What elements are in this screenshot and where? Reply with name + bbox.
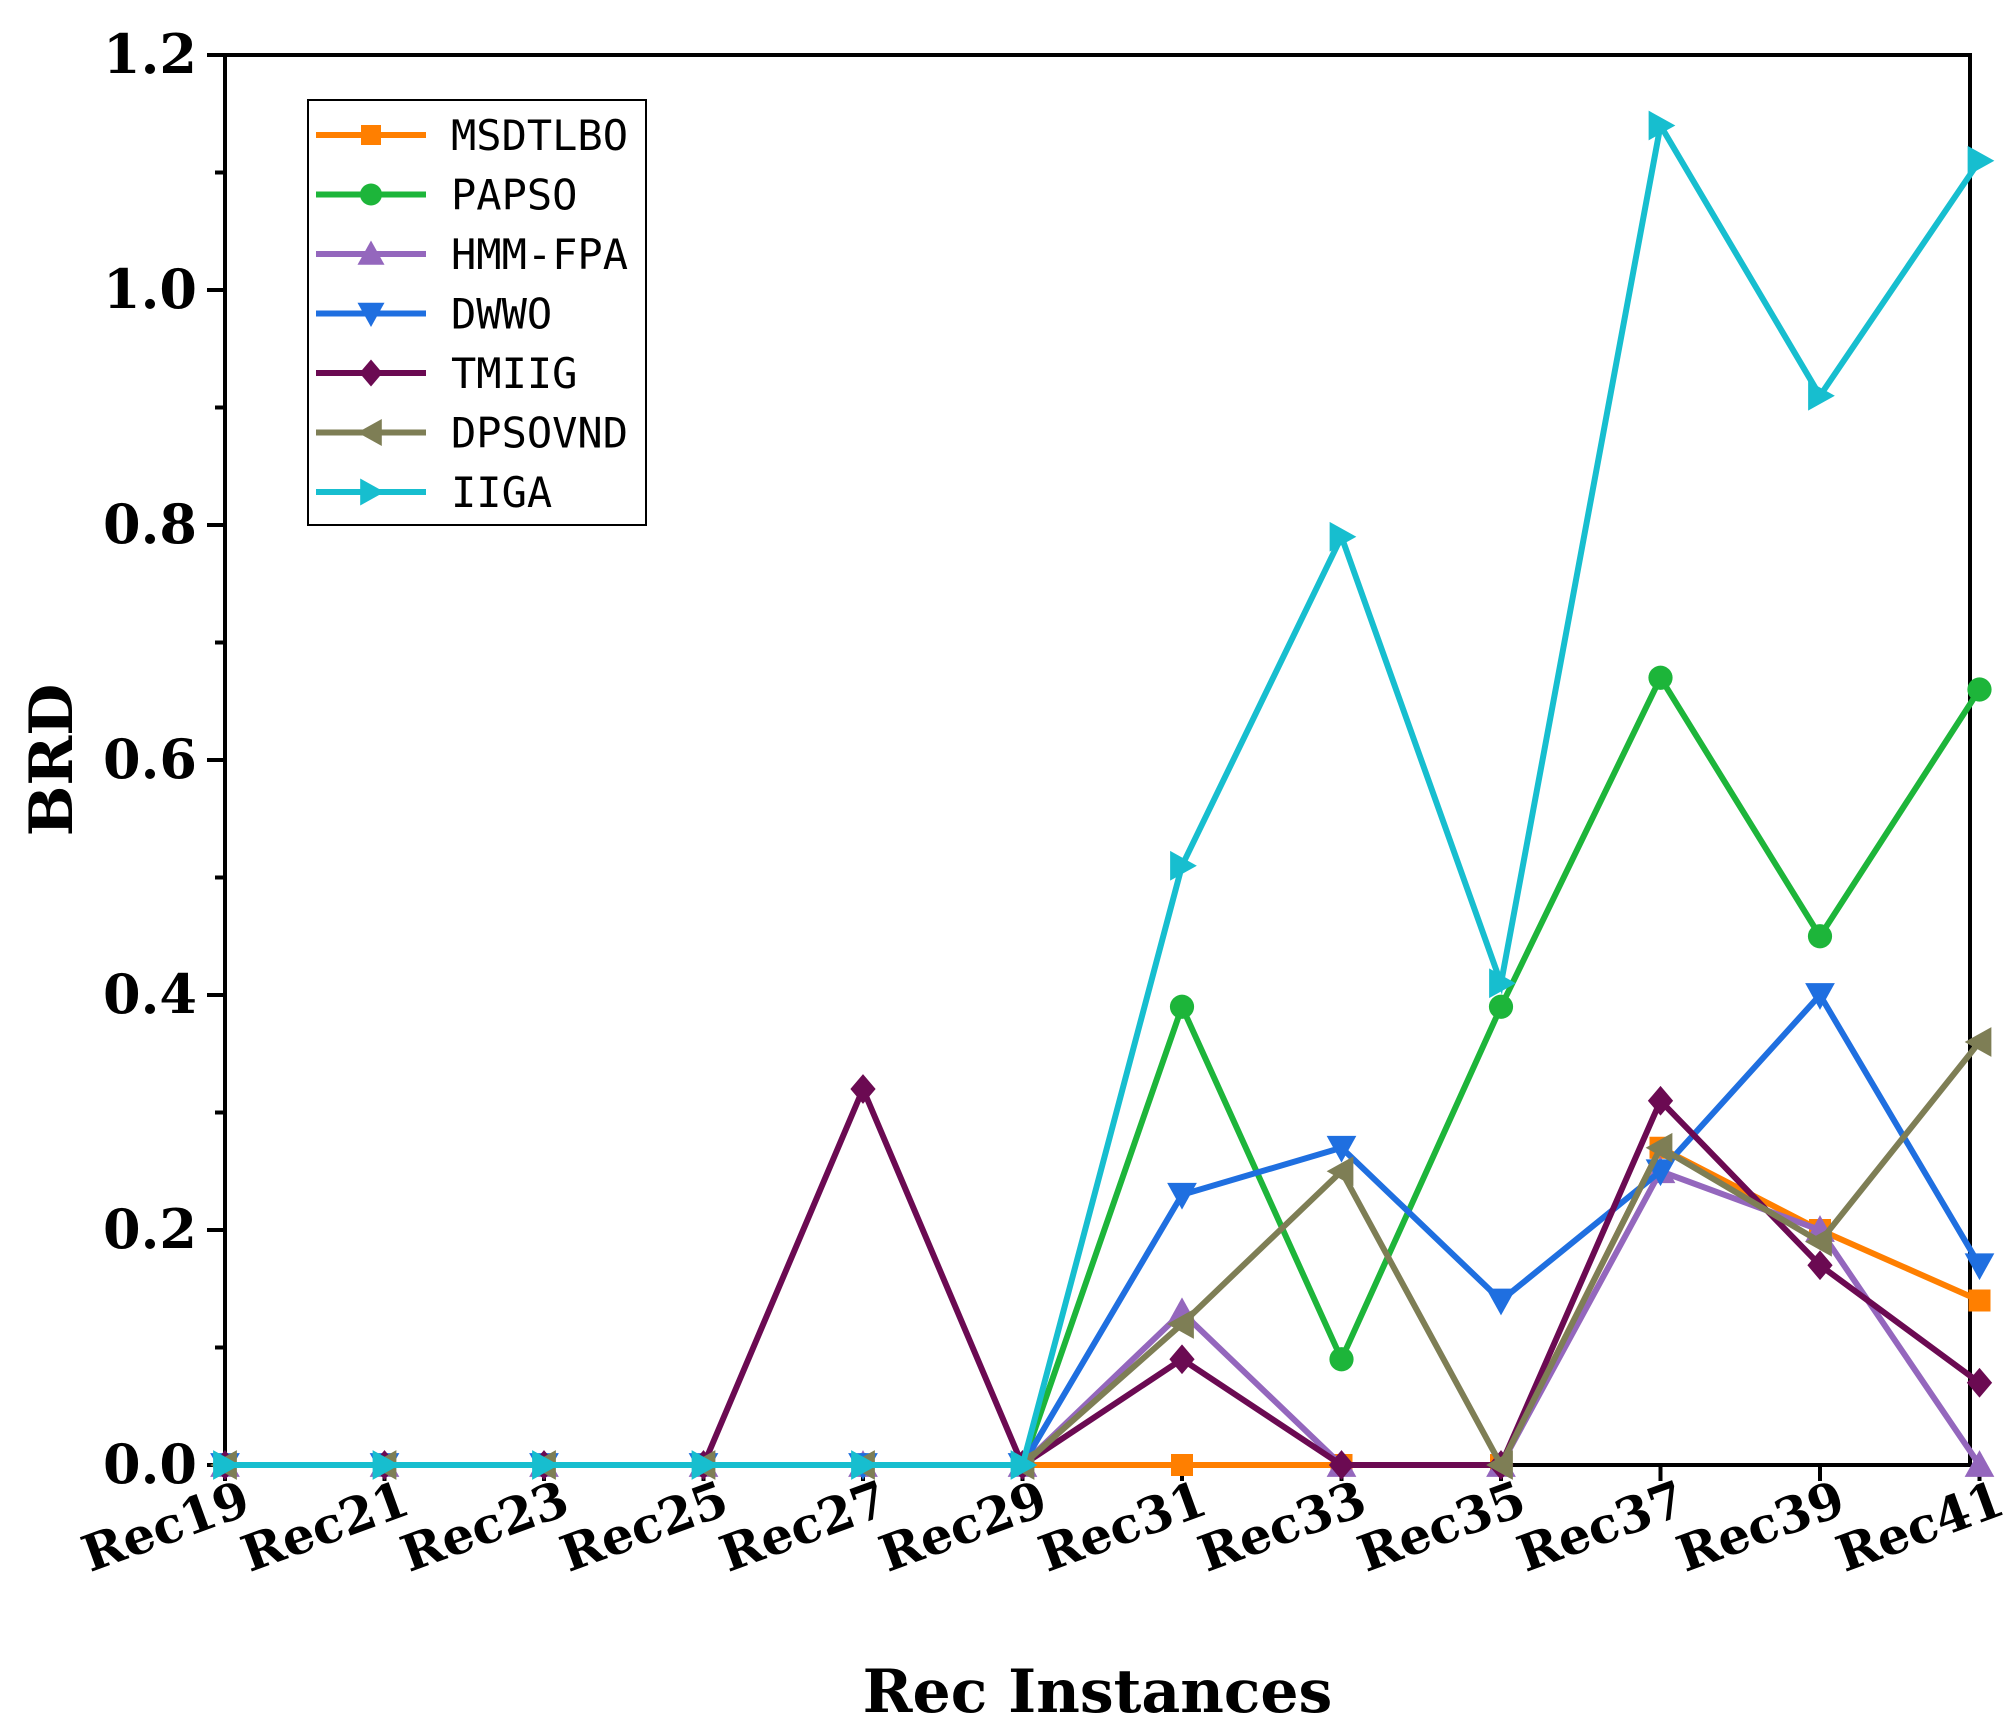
data-point-iiga [532,1450,559,1480]
data-point-dpsovnd [1486,1450,1513,1480]
legend-marker-tmiig [359,359,383,387]
data-point-dpsovnd [1645,1132,1673,1163]
y-tick-label: 0.6 [103,727,197,791]
data-point-dpsovnd [1805,1226,1832,1257]
legend-label-dpsovnd: DPSOVND [451,409,628,458]
data-point-papso [1648,665,1673,690]
data-point-dwwo [1326,1135,1357,1163]
data-point-dwwo [1486,1288,1516,1316]
series-hmm-fpa [210,1156,1995,1477]
data-point-dwwo [1805,983,1835,1010]
data-point-dpsovnd [1326,1156,1354,1187]
series-layer [210,110,1995,1480]
data-point-papso [1169,994,1195,1019]
y-axis-title: BRD [17,684,87,837]
y-tick-label: 1.0 [103,257,197,321]
legend-item-papso: PAPSO [316,171,577,220]
data-point-papso [1807,924,1833,949]
legend-marker-iiga [360,478,385,506]
data-point-dpsovnd [1964,1027,1992,1057]
legend-item-tmiig: TMIIG [316,349,577,398]
x-tick-label: Rec37 [1509,1469,1692,1584]
series-line-msdtlbo [225,1143,1981,1468]
legend-marker-dpsovnd [357,419,382,446]
x-axis-title: Rec Instances [863,1657,1333,1727]
data-point-iiga [1170,850,1197,881]
data-point-papso [1488,994,1514,1019]
legend-item-dwwo: DWWO [316,290,552,339]
legend-marker-papso [360,183,382,206]
x-tick-label: Rec31 [1031,1469,1214,1584]
series-line-papso [225,671,1983,1468]
legend-label-msdtlbo: MSDTLBO [451,111,628,160]
legend-label-dwwo: DWWO [451,290,552,339]
legend: MSDTLBO PAPSO HMM-FPA DWWO TMIIG DPSOVND IIGA [307,99,647,526]
x-tick-label: Rec41 [1828,1469,2007,1584]
x-tick-label: Rec35 [1350,1469,1533,1584]
data-point-tmiig [1966,1367,1993,1398]
data-point-dpsovnd [1167,1309,1194,1339]
data-point-tmiig [1647,1085,1674,1116]
legend-item-iiga: IIGA [316,468,552,517]
y-tick-label: 1.2 [103,22,197,86]
legend-label-hmm-fpa: HMM-FPA [451,230,628,279]
data-point-iiga [851,1450,878,1480]
legend-item-msdtlbo: MSDTLBO [316,111,628,160]
legend-marker-msdtlbo [361,125,381,145]
legend-marker-hmm-fpa [357,240,385,265]
x-tick-label: Rec29 [871,1469,1054,1584]
legend-item-hmm-fpa: HMM-FPA [316,230,628,279]
series-line-tmiig [225,1081,1982,1470]
data-point-iiga [372,1450,400,1480]
legend-label-tmiig: TMIIG [451,349,577,398]
data-point-iiga [691,1450,719,1480]
data-point-iiga [1010,1450,1038,1480]
series-papso [212,665,1992,1478]
x-tick-label: Rec39 [1669,1469,1852,1584]
data-point-iiga [1808,380,1835,411]
y-tick-label: 0.0 [103,1432,197,1496]
data-point-iiga [1967,145,1995,176]
legend-label-iiga: IIGA [451,468,552,517]
legend-marker-dwwo [357,302,385,327]
data-point-tmiig [1169,1344,1195,1375]
x-tick-label: Rec25 [552,1469,735,1584]
legend-box [307,99,647,526]
data-point-iiga [1329,521,1357,552]
x-tick-label: Rec23 [393,1469,576,1584]
x-tick-label: Rec33 [1190,1469,1373,1584]
y-tick-label: 0.8 [103,492,197,556]
data-point-iiga [213,1450,240,1480]
legend-item-dpsovnd: DPSOVND [316,409,628,458]
series-iiga [213,110,1995,1480]
data-point-tmiig [850,1074,876,1104]
data-point-msdtlbo [1171,1454,1193,1476]
data-point-iiga [1648,110,1676,141]
data-point-papso [1329,1347,1354,1372]
data-point-msdtlbo [1968,1289,1991,1312]
series-line-iiga [225,117,1982,1468]
x-tick-label: Rec27 [712,1469,895,1584]
data-point-tmiig [1328,1450,1355,1480]
series-tmiig [212,1074,1993,1480]
series-line-hmm-fpa [225,1167,1982,1468]
data-point-tmiig [1807,1250,1833,1281]
legend-label-papso: PAPSO [451,171,577,220]
y-tick-label: 0.4 [103,962,197,1026]
data-point-dwwo [1167,1182,1197,1210]
data-point-iiga [1489,968,1516,999]
data-point-hmm-fpa [1964,1450,1995,1477]
y-tick-label: 0.2 [103,1197,197,1261]
x-tick-label: Rec21 [233,1469,416,1584]
data-point-papso [1967,677,1992,702]
data-point-dwwo [1964,1253,1995,1281]
